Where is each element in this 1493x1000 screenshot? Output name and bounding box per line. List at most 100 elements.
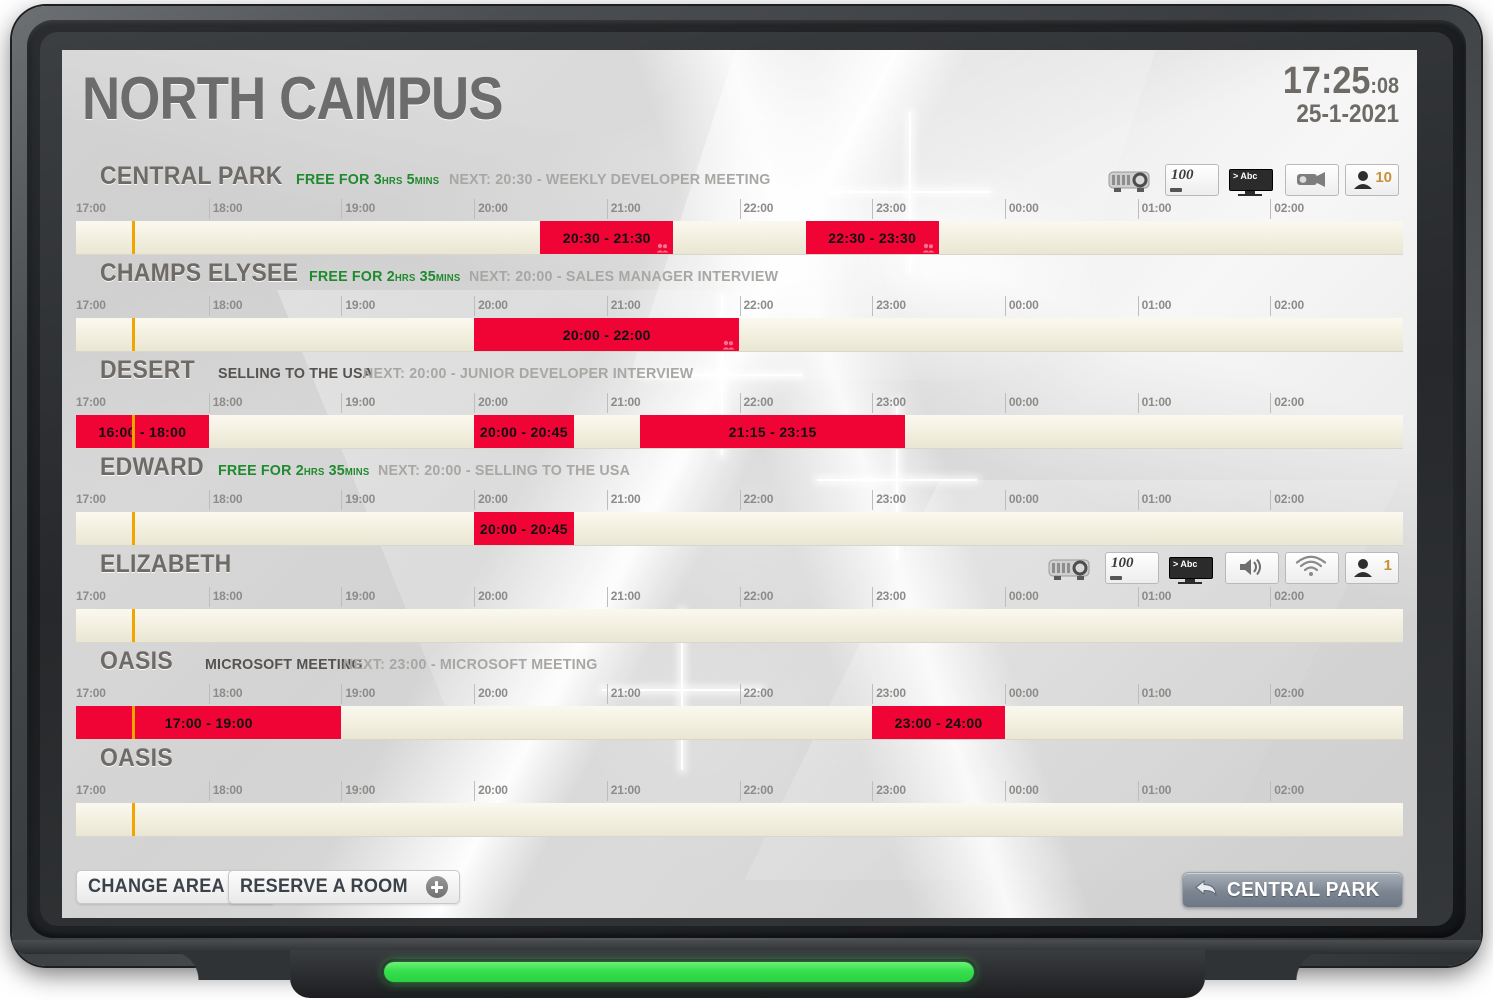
booking-label: 16:00 - 18:00 xyxy=(98,423,187,440)
timeline-tick-label: 23:00 xyxy=(876,298,906,312)
booking-block[interactable]: 20:00 - 20:45 xyxy=(474,415,574,448)
booking-block[interactable]: 20:00 - 20:45 xyxy=(474,512,574,545)
booking-block[interactable]: 17:00 - 19:00 xyxy=(76,706,342,739)
timeline-tick-label: 20:00 xyxy=(478,298,508,312)
room-row[interactable]: ELIZABETH 100 > Abc 1 17:00 18:00 19:00 20:00 21… xyxy=(76,548,1403,645)
timeline-tick: 17:00 xyxy=(76,684,106,704)
timeline-tick: 19:00 xyxy=(341,296,375,316)
timeline-tick-label: 17:00 xyxy=(76,686,106,700)
booking-block[interactable]: 23:00 - 24:00 xyxy=(872,706,1005,739)
room-row[interactable]: EDWARD FREE FOR 2HRS 35MINS NEXT: 20:00 - … xyxy=(76,451,1403,548)
timeline-tick: 19:00 xyxy=(341,490,375,510)
timeline-track[interactable]: 20:00 - 20:45 xyxy=(76,512,1403,546)
timeline-tick-label: 18:00 xyxy=(212,783,243,797)
room-header: ELIZABETH 100 > Abc 1 xyxy=(76,548,1403,584)
timeline-tick: 21:00 xyxy=(606,296,641,316)
clock-seconds: :08 xyxy=(1370,73,1399,98)
room-row[interactable]: CHAMPS ELYSEE FREE FOR 2HRS 35MINS NEXT: 2… xyxy=(76,257,1403,354)
booking-block[interactable]: 20:30 - 21:30 xyxy=(540,221,674,254)
room-timeline[interactable]: 17:00 18:00 19:00 20:00 21:00 22:00 23:00 00:00… xyxy=(76,684,1403,742)
room-status: MICROSOFT MEETING xyxy=(205,656,363,673)
reserve-room-button[interactable]: RESERVE A ROOM xyxy=(228,870,460,904)
timeline-tick: 19:00 xyxy=(341,199,375,219)
timeline-tick-label: 21:00 xyxy=(610,783,641,797)
timeline-tick: 01:00 xyxy=(1137,587,1171,607)
timeline-axis: 17:00 18:00 19:00 20:00 21:00 22:00 23:00 00:00… xyxy=(76,781,1403,801)
timeline-tick: 22:00 xyxy=(739,199,773,219)
timeline-track[interactable]: 20:00 - 22:00 xyxy=(76,318,1403,352)
screen-icon: > Abc xyxy=(1225,166,1279,196)
reserve-room-label: RESERVE A ROOM xyxy=(240,876,408,897)
booking-label: 22:30 - 23:30 xyxy=(828,229,917,246)
screen-icon: > Abc xyxy=(1165,554,1219,584)
room-timeline[interactable]: 17:00 18:00 19:00 20:00 21:00 22:00 23:00 00:00… xyxy=(76,393,1403,451)
timeline-tick: 00:00 xyxy=(1004,199,1039,219)
timeline-tick-label: 19:00 xyxy=(345,589,376,603)
room-timeline[interactable]: 17:00 18:00 19:00 20:00 21:00 22:00 23:00 00:00… xyxy=(76,490,1403,548)
attendees-icon xyxy=(922,240,935,253)
booking-label: 21:15 - 23:15 xyxy=(728,423,817,440)
timeline-tick-label: 22:00 xyxy=(743,298,774,312)
room-name: OASIS xyxy=(100,647,173,675)
current-time-marker xyxy=(131,803,135,836)
clock-widget: 17:25:08 25-1-2021 xyxy=(1270,62,1399,129)
room-timeline[interactable]: 17:00 18:00 19:00 20:00 21:00 22:00 23:00 00:00… xyxy=(76,296,1403,354)
room-row[interactable]: CENTRAL PARK FREE FOR 3HRS 5MINS NEXT: 20:… xyxy=(76,160,1403,257)
timeline-track[interactable]: 16:00 - 18:00 20:00 - 20:45 21:15 - 23:15 xyxy=(76,415,1403,449)
timeline-tick: 21:00 xyxy=(606,393,641,413)
room-row[interactable]: OASIS MICROSOFT MEETING NEXT: 23:00 - MICR… xyxy=(76,645,1403,742)
room-row[interactable]: OASIS 17:00 18:00 19:00 20:00 21:00 22:00 23:00… xyxy=(76,742,1403,839)
timeline-tick: 23:00 xyxy=(872,296,906,316)
timeline-tick: 19:00 xyxy=(341,587,375,607)
booking-block[interactable]: 22:30 - 23:30 xyxy=(805,221,939,254)
current-area-button[interactable]: CENTRAL PARK xyxy=(1182,872,1403,908)
room-timeline[interactable]: 17:00 18:00 19:00 20:00 21:00 22:00 23:00 00:00… xyxy=(76,199,1403,257)
room-timeline[interactable]: 17:00 18:00 19:00 20:00 21:00 22:00 23:00 00:00… xyxy=(76,587,1403,645)
timeline-tick-label: 02:00 xyxy=(1274,395,1304,409)
booking-label: 20:00 - 20:45 xyxy=(479,423,568,440)
timeline-track[interactable]: 20:30 - 21:30 22:30 - 23:30 xyxy=(76,221,1403,255)
timeline-tick-label: 01:00 xyxy=(1141,395,1172,409)
booking-block[interactable]: 21:15 - 23:15 xyxy=(639,415,906,448)
timeline-tick: 01:00 xyxy=(1137,199,1171,219)
timeline-tick-label: 20:00 xyxy=(478,589,508,603)
timeline-tick: 22:00 xyxy=(739,684,773,704)
timeline-tick-label: 20:00 xyxy=(478,201,508,215)
timeline-track[interactable] xyxy=(76,803,1403,837)
room-name: DESERT xyxy=(100,356,195,384)
timeline-tick: 20:00 xyxy=(474,393,508,413)
timeline-tick: 17:00 xyxy=(76,393,106,413)
page-title: NORTH CAMPUS xyxy=(82,65,504,132)
timeline-tick-label: 01:00 xyxy=(1141,783,1172,797)
timeline-tick-label: 01:00 xyxy=(1141,686,1172,700)
timeline-track[interactable] xyxy=(76,609,1403,643)
timeline-tick-label: 23:00 xyxy=(876,395,906,409)
whiteboard-value: 100 xyxy=(1111,555,1134,571)
timeline-tick: 23:00 xyxy=(872,490,906,510)
room-timeline[interactable]: 17:00 18:00 19:00 20:00 21:00 22:00 23:00 00:00… xyxy=(76,781,1403,839)
clock-hours-minutes: 17:25 xyxy=(1282,60,1371,102)
room-overview-app: NORTH CAMPUS 17:25:08 25-1-2021 CENTRAL … xyxy=(62,50,1417,918)
timeline-tick: 17:00 xyxy=(76,587,106,607)
booking-block[interactable]: 16:00 - 18:00 xyxy=(76,415,209,448)
timeline-tick: 20:00 xyxy=(474,296,508,316)
panel-screen: NORTH CAMPUS 17:25:08 25-1-2021 CENTRAL … xyxy=(62,50,1417,918)
timeline-tick-label: 02:00 xyxy=(1274,686,1304,700)
timeline-tick: 01:00 xyxy=(1137,393,1172,413)
timeline-tick-label: 22:00 xyxy=(743,589,774,603)
plus-icon xyxy=(425,876,448,898)
timeline-tick-label: 20:00 xyxy=(478,492,508,506)
booking-label: 20:30 - 21:30 xyxy=(562,229,651,246)
timeline-track[interactable]: 17:00 - 19:00 23:00 - 24:00 xyxy=(76,706,1403,740)
room-list: CENTRAL PARK FREE FOR 3HRS 5MINS NEXT: 20:… xyxy=(76,160,1403,839)
timeline-tick-label: 19:00 xyxy=(345,395,376,409)
room-name: EDWARD xyxy=(100,453,204,481)
room-header: CENTRAL PARK FREE FOR 3HRS 5MINS NEXT: 20:… xyxy=(76,160,1403,196)
timeline-tick-label: 00:00 xyxy=(1008,201,1039,215)
timeline-tick: 17:00 xyxy=(76,490,106,510)
room-row[interactable]: DESERT SELLING TO THE USA NEXT: 20:00 - JU… xyxy=(76,354,1403,451)
booking-block[interactable]: 20:00 - 22:00 xyxy=(474,318,740,351)
timeline-tick-label: 17:00 xyxy=(76,395,106,409)
timeline-tick: 20:00 xyxy=(474,587,508,607)
